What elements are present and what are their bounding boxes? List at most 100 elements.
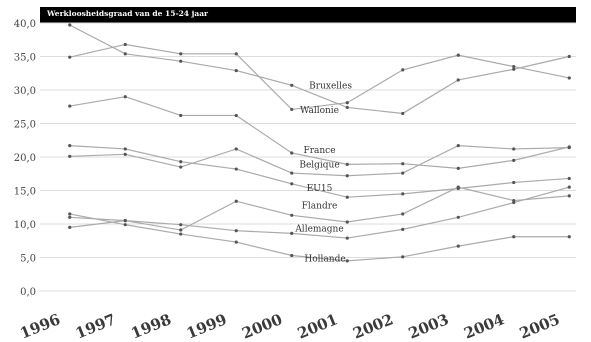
y-tick-label: 15,0 <box>14 187 36 198</box>
x-tick-label: 1998 <box>128 310 173 342</box>
chart-title-bar <box>40 7 576 23</box>
data-point <box>123 52 127 56</box>
y-tick-label: 10,0 <box>14 220 36 231</box>
data-point <box>68 144 72 148</box>
series-label: Allemagne <box>294 224 343 234</box>
y-tick-label: 35,0 <box>14 53 36 64</box>
data-point <box>179 113 183 118</box>
data-point <box>290 231 294 235</box>
data-point <box>567 235 571 239</box>
x-tick-label: 1999 <box>184 310 229 342</box>
data-point <box>345 162 349 166</box>
data-point <box>68 154 72 158</box>
data-point <box>456 78 460 82</box>
data-point <box>179 165 183 169</box>
y-tick-label: 30,0 <box>14 86 36 97</box>
data-point <box>401 171 405 175</box>
chart-title: Werkloosheidsgraad van de 15-24 jaar <box>47 9 209 18</box>
data-point <box>567 146 571 150</box>
x-tick-label: 2000 <box>239 310 284 342</box>
data-point <box>234 199 238 203</box>
data-point <box>68 55 72 59</box>
data-point <box>401 255 405 259</box>
data-point <box>345 195 349 199</box>
series-line-belgique <box>69 145 570 198</box>
data-point <box>567 76 571 80</box>
data-point <box>179 228 183 232</box>
series-label: Belgique <box>299 161 339 171</box>
data-point <box>290 107 294 112</box>
x-tick-label: 1997 <box>73 310 118 342</box>
data-point <box>512 67 516 71</box>
y-tick-label: 20,0 <box>14 153 36 164</box>
data-point <box>567 194 571 198</box>
data-point <box>401 212 405 216</box>
data-point <box>234 167 238 171</box>
data-point <box>512 198 516 203</box>
series-line-eu15 <box>69 145 570 177</box>
data-point <box>456 185 460 189</box>
data-point <box>401 162 405 166</box>
y-tick-label: 40,0 <box>14 19 36 30</box>
data-point <box>234 147 238 151</box>
data-point <box>123 147 127 151</box>
data-point <box>123 223 127 227</box>
data-point <box>567 176 571 181</box>
data-point <box>456 244 460 248</box>
data-point <box>68 212 72 216</box>
series-line-france <box>69 96 570 169</box>
x-tick-label: 2002 <box>350 310 395 342</box>
data-point <box>401 111 405 116</box>
data-point <box>345 101 349 105</box>
x-tick-label: 2005 <box>517 310 562 342</box>
data-point <box>456 144 460 148</box>
x-tick-label: 2001 <box>295 310 340 342</box>
data-point <box>401 68 405 72</box>
x-tick-label: 1996 <box>17 310 62 342</box>
data-point <box>123 42 127 47</box>
data-point <box>567 54 571 59</box>
data-point <box>456 166 460 170</box>
data-point <box>290 171 294 175</box>
data-point <box>345 174 349 178</box>
data-point <box>567 185 571 189</box>
data-point <box>290 182 294 186</box>
data-point <box>290 83 294 87</box>
data-point <box>68 215 72 219</box>
data-point <box>512 235 516 239</box>
data-point <box>290 253 294 258</box>
series-line-allemagne <box>69 186 570 231</box>
data-point <box>512 158 516 162</box>
series-line-flandre <box>69 186 570 239</box>
y-tick-label: 25,0 <box>14 120 36 131</box>
data-point <box>234 68 238 73</box>
data-point <box>512 180 516 185</box>
data-point <box>234 229 238 233</box>
series-line-hollande <box>69 213 570 262</box>
series-label: France <box>303 146 335 156</box>
data-point <box>179 59 183 63</box>
data-point <box>234 240 238 244</box>
series-label: Flandre <box>302 202 338 212</box>
y-tick-label: 5,0 <box>20 254 36 265</box>
data-point <box>234 113 238 118</box>
data-point <box>456 215 460 219</box>
data-point <box>512 147 516 151</box>
series-line-bruxelles <box>69 24 570 115</box>
x-tick-label: 2003 <box>406 310 451 342</box>
x-tick-label: 2004 <box>461 310 506 342</box>
data-point <box>68 225 72 229</box>
data-point <box>179 52 183 56</box>
data-point <box>512 64 516 69</box>
data-point <box>401 192 405 196</box>
series-label: Wallonie <box>300 106 339 116</box>
series-line-wallonie <box>69 43 570 111</box>
data-point <box>345 105 349 110</box>
data-point <box>179 160 183 164</box>
data-point <box>123 219 127 223</box>
data-point <box>345 259 349 263</box>
data-point <box>123 152 127 156</box>
y-tick-label: 0,0 <box>20 287 36 298</box>
data-point <box>345 220 349 224</box>
